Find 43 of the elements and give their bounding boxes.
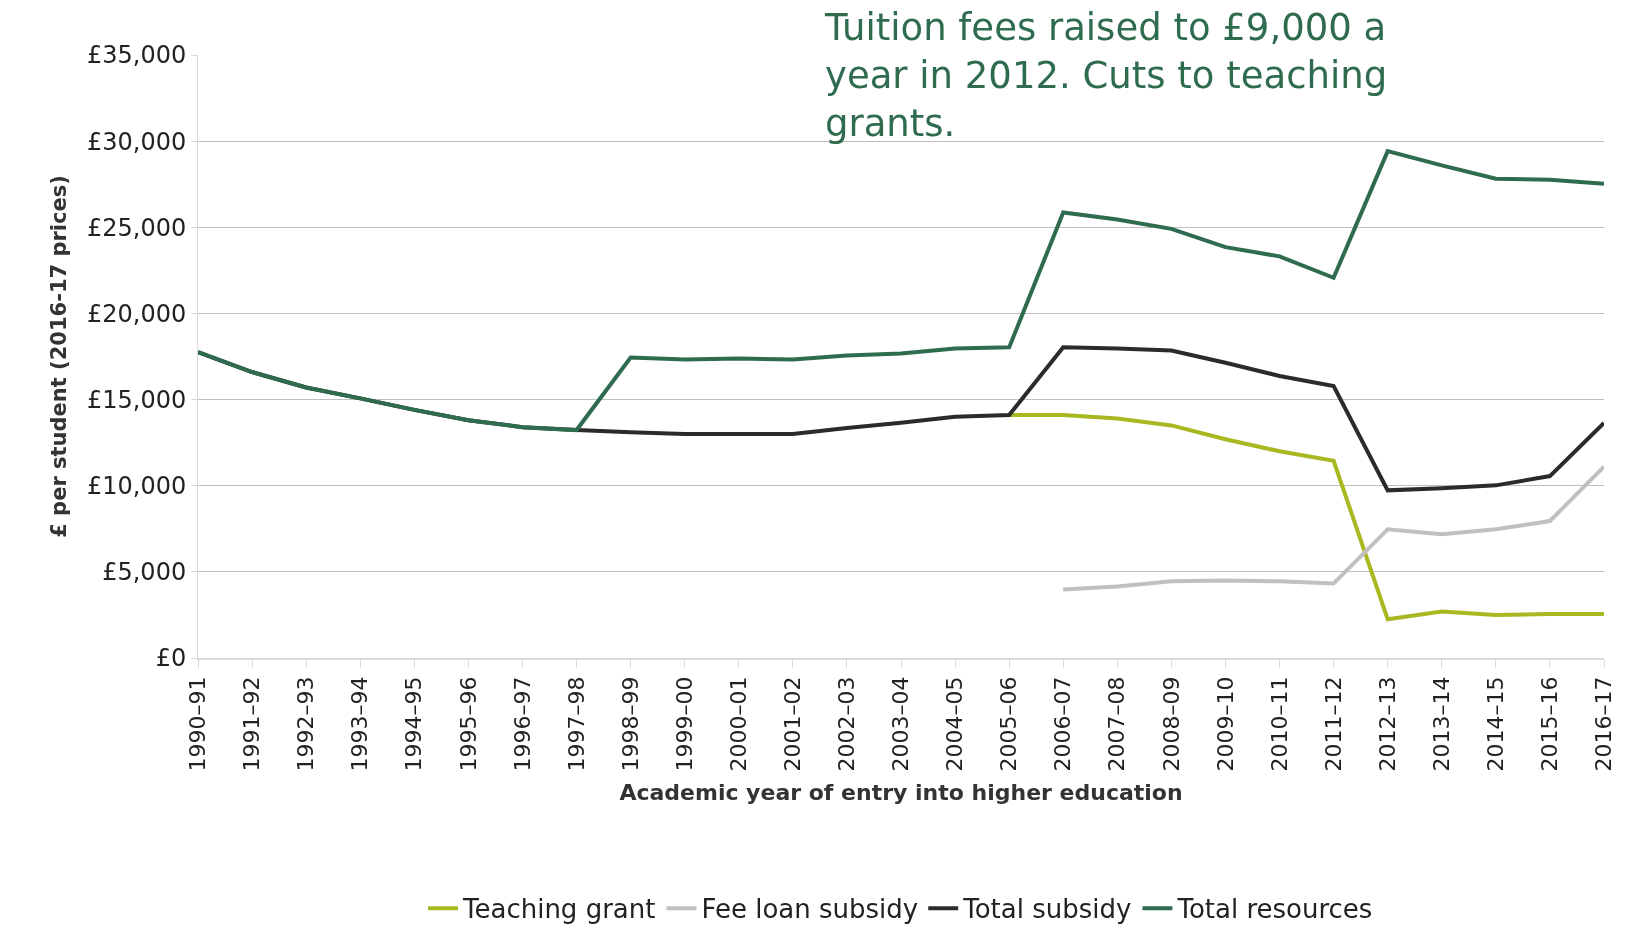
- x-tick-label: 2004–05: [942, 676, 968, 772]
- x-tick-label: 1999–00: [671, 676, 697, 772]
- legend-label: Teaching grant: [462, 894, 656, 925]
- x-tick-label: 2003–04: [888, 676, 914, 772]
- x-tick-label: 1994–95: [401, 676, 427, 772]
- y-axis-title: £ per student (2016-17 prices): [47, 175, 72, 538]
- x-tick-label: 1996–97: [509, 676, 535, 772]
- y-tick-label: £5,000: [102, 558, 187, 587]
- y-tick-label: £15,000: [86, 385, 187, 414]
- y-tick-label: £25,000: [86, 213, 187, 242]
- x-tick-label: 2012–13: [1374, 676, 1400, 772]
- x-tick-label: 2014–15: [1483, 676, 1508, 772]
- x-tick-label: 1998–99: [617, 676, 643, 772]
- x-tick-label: 1992–93: [293, 676, 319, 772]
- x-tick-label: 1993–94: [347, 676, 373, 772]
- y-tick-label: £30,000: [86, 127, 187, 156]
- y-tick-label: £20,000: [86, 299, 187, 328]
- x-axis-title: Academic year of entry into higher education: [619, 779, 1183, 805]
- x-tick-label: 2009–10: [1212, 676, 1238, 772]
- x-tick-label: 1997–98: [563, 676, 589, 772]
- x-tick-label: 2016–17: [1591, 676, 1617, 772]
- x-tick-label: 1990–91: [185, 676, 211, 772]
- y-tick-label: £0: [155, 644, 187, 673]
- legend-label: Fee loan subsidy: [701, 894, 919, 925]
- x-tick-label: 2007–08: [1104, 676, 1130, 772]
- y-tick-label: £10,000: [86, 472, 187, 501]
- line-series: [198, 149, 1604, 433]
- x-tick-label: 1991–92: [239, 676, 265, 772]
- y-tick-label: £35,000: [86, 41, 187, 70]
- x-tick-label: 2006–07: [1050, 676, 1076, 772]
- x-tick-label: 2005–06: [996, 676, 1022, 772]
- annotation: Tuition fees raised to £9,000 a year in 2012. Cuts to teaching grants.: [824, 6, 1388, 146]
- x-tick-label: 2000–01: [725, 676, 751, 772]
- x-tick-label: 2008–09: [1158, 676, 1184, 772]
- x-tick-label: 2015–16: [1537, 676, 1563, 772]
- x-tick-label: 2013–14: [1428, 676, 1454, 772]
- x-tick-label: 2011–12: [1320, 676, 1346, 772]
- x-tick-label: 1995–96: [455, 676, 481, 772]
- legend-label: Total subsidy: [962, 894, 1132, 925]
- legend-label: Total resources: [1176, 894, 1373, 925]
- x-tick-label: 2010–11: [1266, 676, 1292, 772]
- x-tick-label: 2001–02: [780, 676, 805, 772]
- x-tick-label: 2002–03: [834, 676, 860, 772]
